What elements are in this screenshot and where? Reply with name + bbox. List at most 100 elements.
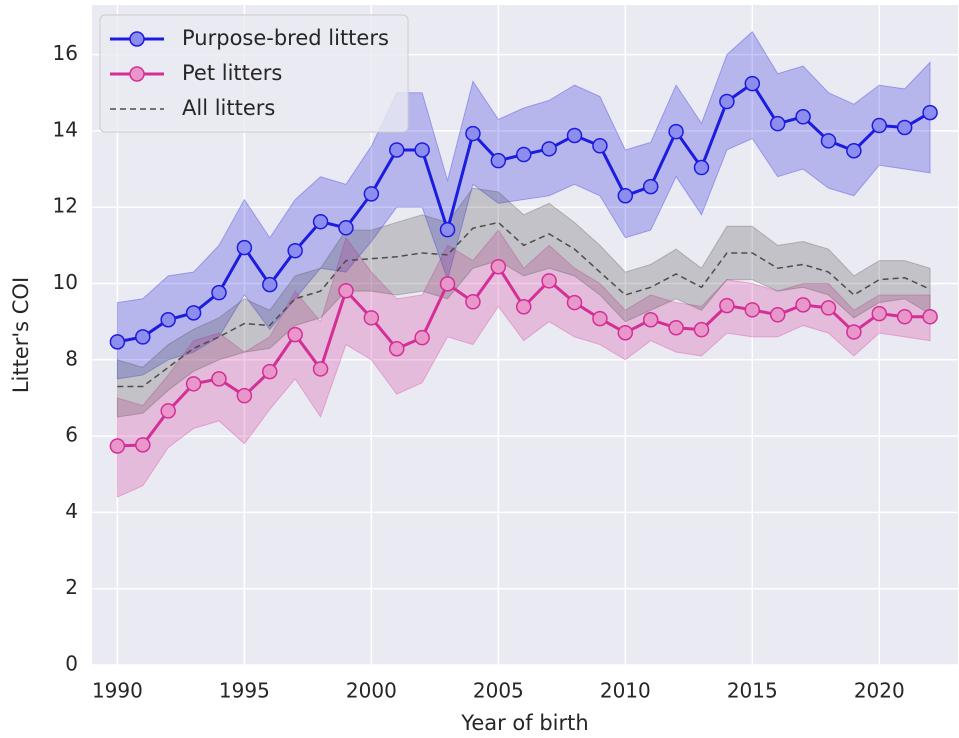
lines xyxy=(109,75,938,454)
marker-dot xyxy=(642,178,659,195)
marker-dot xyxy=(744,75,761,92)
y-tick-label: 6 xyxy=(65,423,78,447)
marker-dot xyxy=(617,188,634,204)
marker-dot xyxy=(109,334,126,350)
marker-dot xyxy=(363,310,380,326)
marker xyxy=(668,123,684,140)
series-line xyxy=(117,221,931,388)
marker-dot xyxy=(389,142,405,158)
marker xyxy=(287,242,303,259)
marker xyxy=(795,297,811,313)
marker xyxy=(769,307,786,323)
marker xyxy=(109,334,126,350)
marker xyxy=(185,376,202,392)
marker-dot xyxy=(439,221,456,238)
marker-dot xyxy=(185,376,202,392)
marker xyxy=(389,340,405,357)
marker xyxy=(236,239,253,256)
marker-dot xyxy=(389,340,405,357)
marker xyxy=(541,141,557,157)
marker xyxy=(922,104,938,121)
marker xyxy=(566,294,583,311)
marker xyxy=(795,109,811,125)
marker-dot xyxy=(312,213,329,230)
marker-dot xyxy=(490,152,507,169)
x-tick-label: 1995 xyxy=(219,679,270,703)
marker xyxy=(236,387,253,404)
marker-dot xyxy=(846,142,862,159)
marker xyxy=(592,310,608,327)
marker xyxy=(922,308,938,325)
marker-dot xyxy=(262,276,278,293)
y-tick-label: 4 xyxy=(65,499,78,523)
marker-dot xyxy=(922,104,938,121)
marker-dot xyxy=(490,258,507,275)
marker-dot xyxy=(312,361,329,377)
marker xyxy=(490,152,507,169)
marker-dot xyxy=(287,326,303,343)
marker xyxy=(211,284,227,301)
marker xyxy=(465,125,481,142)
legend: Purpose-bred litters Pet litters All litte… xyxy=(99,14,409,133)
marker-dot xyxy=(668,320,684,336)
marker xyxy=(363,186,380,202)
marker xyxy=(262,276,278,293)
marker xyxy=(465,294,481,310)
marker-dot xyxy=(871,117,888,134)
marker xyxy=(262,363,278,380)
legend-label: Purpose-bred litters xyxy=(182,26,389,50)
marker xyxy=(312,361,329,377)
marker-dot xyxy=(592,138,608,154)
marker-dot xyxy=(515,146,532,163)
marker xyxy=(515,146,532,163)
x-tick-label: 2015 xyxy=(727,679,778,703)
marker xyxy=(490,258,507,275)
marker-dot xyxy=(211,371,227,387)
y-axis-label: Litter's COI xyxy=(9,277,33,393)
marker-dot xyxy=(211,284,227,301)
marker xyxy=(642,178,659,195)
marker xyxy=(871,305,888,322)
marker-dot xyxy=(820,133,837,149)
marker-dot xyxy=(465,125,481,142)
marker xyxy=(846,142,862,159)
legend-marker xyxy=(129,31,145,47)
marker xyxy=(871,117,888,134)
y-tick-label: 2 xyxy=(65,575,78,599)
marker xyxy=(693,321,710,338)
marker xyxy=(668,320,684,336)
marker xyxy=(846,324,862,340)
marker-dot xyxy=(541,141,557,157)
marker xyxy=(312,213,329,230)
x-axis-label: Year of birth xyxy=(460,711,588,735)
marker xyxy=(185,305,202,321)
marker-dot xyxy=(566,294,583,311)
marker-dot xyxy=(668,123,684,140)
marker-dot xyxy=(287,242,303,259)
marker xyxy=(439,276,456,292)
marker-dot xyxy=(541,273,557,289)
marker-dot xyxy=(846,324,862,340)
marker xyxy=(693,159,710,176)
x-tick-label: 1990 xyxy=(92,679,143,703)
marker xyxy=(769,115,786,132)
marker-dot xyxy=(566,127,583,144)
marker xyxy=(617,324,634,341)
marker-dot xyxy=(769,307,786,323)
marker-dot xyxy=(693,321,710,338)
marker xyxy=(363,310,380,326)
marker xyxy=(211,371,227,387)
marker-dot xyxy=(592,310,608,327)
marker-dot xyxy=(719,93,735,110)
y-tick-label: 8 xyxy=(65,346,78,370)
marker-dot xyxy=(896,119,913,136)
marker-dot xyxy=(439,276,456,292)
marker-dot xyxy=(719,297,735,314)
y-tick-label: 12 xyxy=(53,194,78,218)
ticks: 0 2 4 6 8 10 12 14 16 1990 1995 2000 2005 2010 2015 202… xyxy=(53,41,905,702)
marker-dot xyxy=(185,305,202,321)
y-tick-label: 10 xyxy=(53,270,78,294)
y-tick-label: 14 xyxy=(53,117,78,141)
marker xyxy=(439,221,456,238)
